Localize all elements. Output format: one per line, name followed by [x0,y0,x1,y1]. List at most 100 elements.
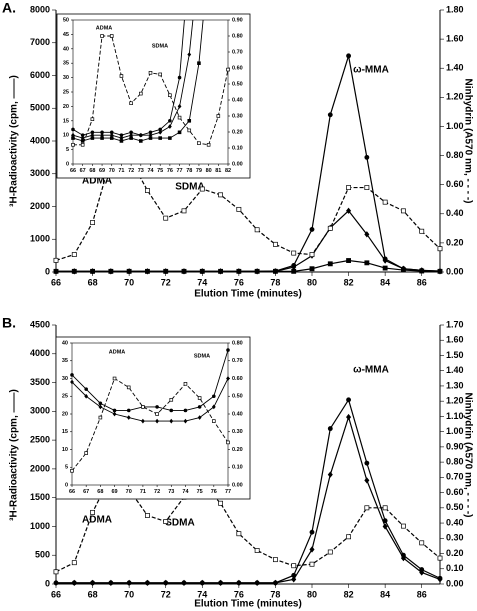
y2-tick-label: 1.70 [446,319,464,329]
y-tick-label: 50 [63,17,69,23]
marker [112,411,117,417]
y2-tick-label: 0.60 [446,487,464,497]
marker [109,136,114,140]
x-tick-label: 80 [307,590,317,600]
marker [181,268,187,274]
marker [197,141,201,145]
marker [181,208,187,214]
y2-tick-label: 0.30 [232,113,243,119]
marker [187,119,192,123]
marker [236,579,242,587]
y-tick-label: 20 [63,104,69,110]
marker [218,579,224,587]
marker [327,549,333,555]
marker [126,385,131,390]
y-tick-label: 30 [63,75,69,81]
y2-tick-label: 0.80 [232,33,243,39]
marker [70,469,74,473]
marker [177,75,182,80]
marker [226,376,230,381]
annotation: SDMA [165,518,194,529]
x-tick-label: 66 [70,168,76,174]
marker [309,561,315,567]
marker [236,206,242,212]
marker [199,268,205,274]
marker [70,373,74,377]
x-tick-label: 76 [211,489,217,495]
x-tick-label: 73 [138,168,144,174]
x-tick-label: 76 [234,590,244,600]
x-tick-label: 78 [270,590,280,600]
marker [226,67,230,72]
marker [272,579,278,587]
y-tick-label: 8000 [30,4,50,14]
y-tick-label: 5000 [30,103,50,113]
x-tick-label: 86 [417,590,427,600]
x-tick-label: 76 [234,278,244,288]
marker [437,268,443,274]
y-tick-label: 2500 [30,434,50,444]
marker [218,268,224,274]
series-line [56,415,441,584]
marker [309,252,315,257]
y2-tick-label: 1.80 [446,4,464,14]
marker [346,258,352,263]
y-tick-label: 25 [62,394,68,400]
marker [197,405,202,409]
marker [437,555,443,561]
marker [400,208,406,214]
annotation: ADMA [109,349,126,355]
y-tick-label: 10 [62,447,68,453]
marker [148,71,153,75]
y2-tick-label: 1.20 [446,92,464,102]
marker [236,531,242,537]
marker [364,477,370,484]
x-tick-label: 70 [126,489,132,495]
y-tick-label: 0 [66,161,69,167]
y2-tick-label: 0.20 [232,129,243,135]
marker [167,124,172,129]
marker [291,576,297,583]
marker [98,404,103,410]
marker [119,139,124,143]
annotation: ADMA [96,25,113,31]
y-tick-label: 1500 [30,492,50,502]
y-tick-label: 0 [45,266,50,276]
y-tick-label: 6000 [30,70,50,80]
marker [254,268,260,274]
marker [141,405,145,409]
marker [382,265,388,271]
y2-tick-label: 0.00 [232,161,243,167]
marker [272,241,278,247]
marker [382,523,388,530]
y2-tick-label: 0.60 [446,179,464,189]
marker [218,500,224,506]
marker [155,405,159,409]
marker [141,418,145,424]
y-tick-label: 500 [35,550,50,560]
marker [309,226,315,232]
x-tick-label: 72 [161,590,171,600]
annotation: SDMA [152,43,168,49]
y2-tick-label: 1.50 [446,350,464,360]
y2-tick-label: 0.40 [232,97,243,103]
marker [71,560,77,566]
x-tick-label: 66 [51,278,61,288]
series-line [55,156,441,261]
x-axis-label: Elution Time (minutes) [194,599,302,610]
marker [144,513,150,518]
y2-tick-label: 0.10 [232,145,243,151]
inset-frame [55,336,251,500]
x-tick-label: 72 [154,489,160,495]
x-axis-label: Elution Time (minutes) [194,289,302,300]
x-tick-label: 78 [270,278,280,288]
marker [158,129,163,135]
y-tick-label: 30 [62,376,68,382]
y2-tick-label: 0.80 [446,150,464,160]
y2-tick-label: 0.30 [446,533,464,543]
y-tick-label: 40 [62,340,68,346]
x-tick-label: 86 [417,278,427,288]
x-tick-label: 75 [157,168,163,174]
marker [80,143,85,147]
y-tick-label: 3000 [30,168,50,178]
